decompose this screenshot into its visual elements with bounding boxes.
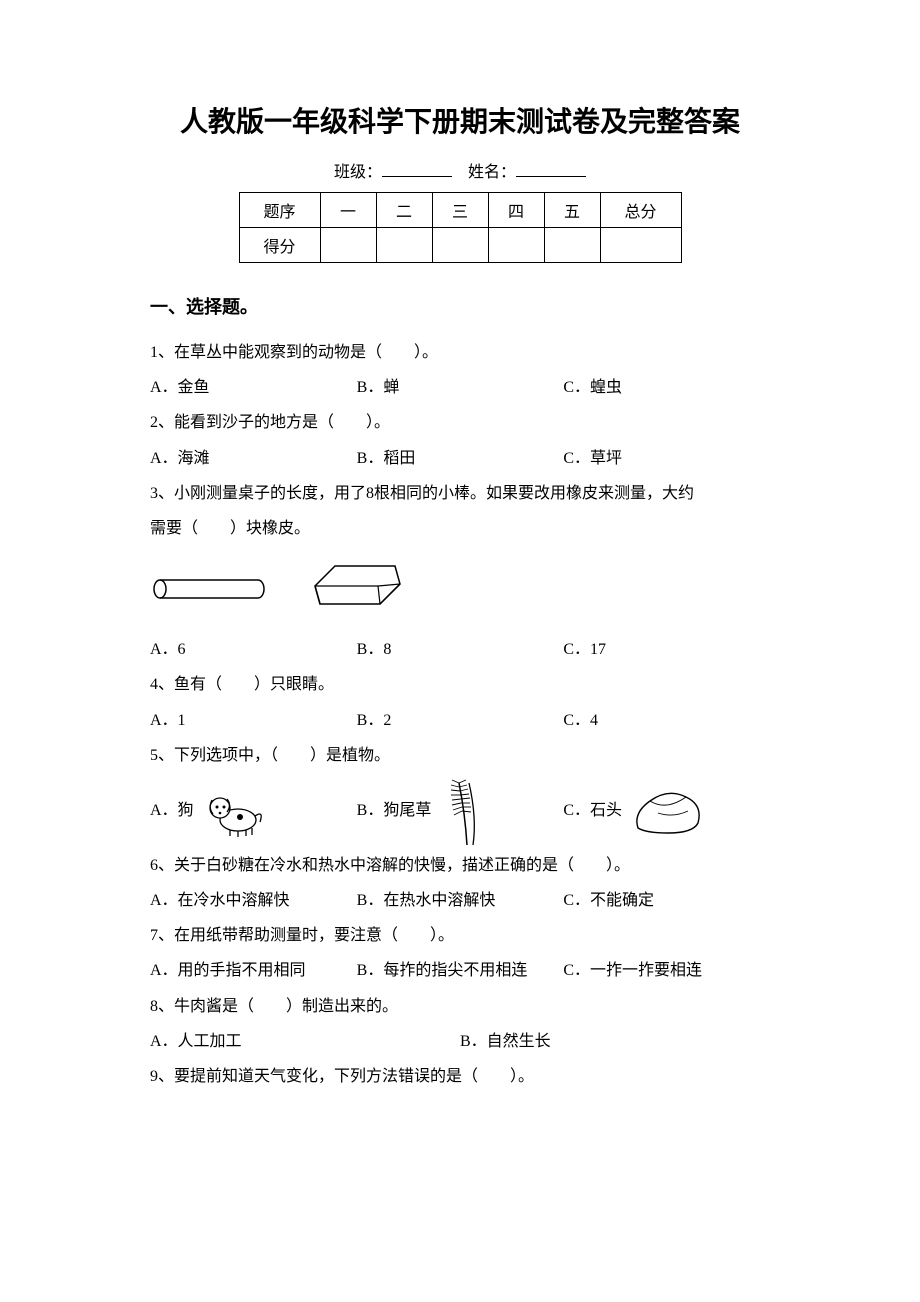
score-cell-1[interactable] xyxy=(320,228,376,263)
page-title: 人教版一年级科学下册期末测试卷及完整答案 xyxy=(150,100,770,140)
q7-opt-a: A．用的手指不用相同 xyxy=(150,953,357,988)
q4-opt-b: B．2 xyxy=(357,703,564,738)
q3-options: A．6 B．8 C．17 xyxy=(150,632,770,667)
q2-opt-a: A．海滩 xyxy=(150,441,357,476)
q4-opt-c: C．4 xyxy=(563,703,770,738)
exam-page: 人教版一年级科学下册期末测试卷及完整答案 班级： 姓名： 题序 一 二 三 四 … xyxy=(0,0,920,1302)
q7-stem: 7、在用纸带帮助测量时，要注意（ ）。 xyxy=(150,918,770,953)
col-题序: 题序 xyxy=(239,193,320,228)
q1-stem: 1、在草丛中能观察到的动物是（ ）。 xyxy=(150,335,770,370)
q8-opt-a: A．人工加工 xyxy=(150,1024,460,1059)
score-cell-4[interactable] xyxy=(488,228,544,263)
q3-opt-c: C．17 xyxy=(563,632,770,667)
q7-options: A．用的手指不用相同 B．每拃的指尖不用相连 C．一拃一拃要相连 xyxy=(150,953,770,988)
name-blank[interactable] xyxy=(516,160,586,177)
dog-icon xyxy=(200,780,270,840)
student-info-line: 班级： 姓名： xyxy=(150,158,770,182)
q5-opt-b-label: B．狗尾草 xyxy=(357,793,432,828)
q5-opt-a-label: A．狗 xyxy=(150,793,194,828)
q3-images xyxy=(150,554,770,624)
q8-opt-b: B．自然生长 xyxy=(460,1024,770,1059)
q5-opt-c: C．石头 xyxy=(563,783,770,838)
class-label: 班级： xyxy=(334,164,382,181)
score-cell-3[interactable] xyxy=(432,228,488,263)
q3-opt-b: B．8 xyxy=(357,632,564,667)
name-label: 姓名： xyxy=(468,164,516,181)
q5-opt-a: A．狗 xyxy=(150,780,357,840)
eraser-icon xyxy=(300,554,410,624)
q5-stem: 5、下列选项中，（ ）是植物。 xyxy=(150,738,770,773)
q3-opt-a: A．6 xyxy=(150,632,357,667)
score-cell-5[interactable] xyxy=(544,228,600,263)
q7-opt-c: C．一拃一拃要相连 xyxy=(563,953,770,988)
q2-stem: 2、能看到沙子的地方是（ ）。 xyxy=(150,405,770,440)
col-一: 一 xyxy=(320,193,376,228)
q5-opt-b: B．狗尾草 xyxy=(357,773,564,848)
section-1-heading: 一、选择题。 xyxy=(150,293,770,319)
q4-stem: 4、鱼有（ ）只眼睛。 xyxy=(150,667,770,702)
score-cell-2[interactable] xyxy=(376,228,432,263)
q4-opt-a: A．1 xyxy=(150,703,357,738)
q3-stem-a: 3、小刚测量桌子的长度，用了8根相同的小棒。如果要改用橡皮来测量，大约 xyxy=(150,476,770,511)
q5-options: A．狗 B．狗尾草 xyxy=(150,773,770,848)
q1-opt-a: A．金鱼 xyxy=(150,370,357,405)
q8-options: A．人工加工 B．自然生长 xyxy=(150,1024,770,1059)
col-总分: 总分 xyxy=(600,193,681,228)
q9-stem: 9、要提前知道天气变化，下列方法错误的是（ ）。 xyxy=(150,1059,770,1094)
row-label-得分: 得分 xyxy=(239,228,320,263)
stick-icon xyxy=(150,569,270,609)
q1-opt-b: B．蝉 xyxy=(357,370,564,405)
q6-opt-b: B．在热水中溶解快 xyxy=(357,883,564,918)
q4-options: A．1 B．2 C．4 xyxy=(150,703,770,738)
q6-opt-c: C．不能确定 xyxy=(563,883,770,918)
col-五: 五 xyxy=(544,193,600,228)
col-三: 三 xyxy=(432,193,488,228)
q6-opt-a: A．在冷水中溶解快 xyxy=(150,883,357,918)
score-value-row: 得分 xyxy=(239,228,681,263)
q3-stem-b: 需要（ ）块橡皮。 xyxy=(150,511,770,546)
q1-options: A．金鱼 B．蝉 C．蝗虫 xyxy=(150,370,770,405)
q2-options: A．海滩 B．稻田 C．草坪 xyxy=(150,441,770,476)
q2-opt-c: C．草坪 xyxy=(563,441,770,476)
foxtail-grass-icon xyxy=(437,773,492,848)
q6-options: A．在冷水中溶解快 B．在热水中溶解快 C．不能确定 xyxy=(150,883,770,918)
score-cell-total[interactable] xyxy=(600,228,681,263)
q8-stem: 8、牛肉酱是（ ）制造出来的。 xyxy=(150,989,770,1024)
q1-opt-c: C．蝗虫 xyxy=(563,370,770,405)
score-table: 题序 一 二 三 四 五 总分 得分 xyxy=(239,192,682,263)
q2-opt-b: B．稻田 xyxy=(357,441,564,476)
stone-icon xyxy=(628,783,708,838)
q5-opt-c-label: C．石头 xyxy=(563,793,622,828)
class-blank[interactable] xyxy=(382,160,452,177)
score-header-row: 题序 一 二 三 四 五 总分 xyxy=(239,193,681,228)
q7-opt-b: B．每拃的指尖不用相连 xyxy=(357,953,564,988)
col-四: 四 xyxy=(488,193,544,228)
q6-stem: 6、关于白砂糖在冷水和热水中溶解的快慢，描述正确的是（ ）。 xyxy=(150,848,770,883)
col-二: 二 xyxy=(376,193,432,228)
